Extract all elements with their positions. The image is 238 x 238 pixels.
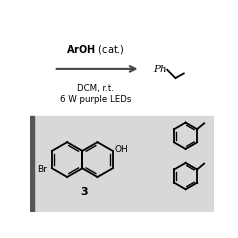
Text: 3: 3 — [80, 187, 88, 197]
Bar — [30, 116, 214, 212]
Bar — [30, 116, 34, 212]
Text: $\mathbf{ArOH}$ (cat.): $\mathbf{ArOH}$ (cat.) — [66, 43, 125, 56]
Text: OH: OH — [115, 145, 129, 154]
Text: Ph: Ph — [153, 65, 167, 74]
Text: DCM, r.t.: DCM, r.t. — [77, 84, 114, 93]
Text: 6 W purple LEDs: 6 W purple LEDs — [60, 95, 131, 104]
Text: Br: Br — [37, 165, 47, 174]
Bar — [30, 29, 214, 116]
